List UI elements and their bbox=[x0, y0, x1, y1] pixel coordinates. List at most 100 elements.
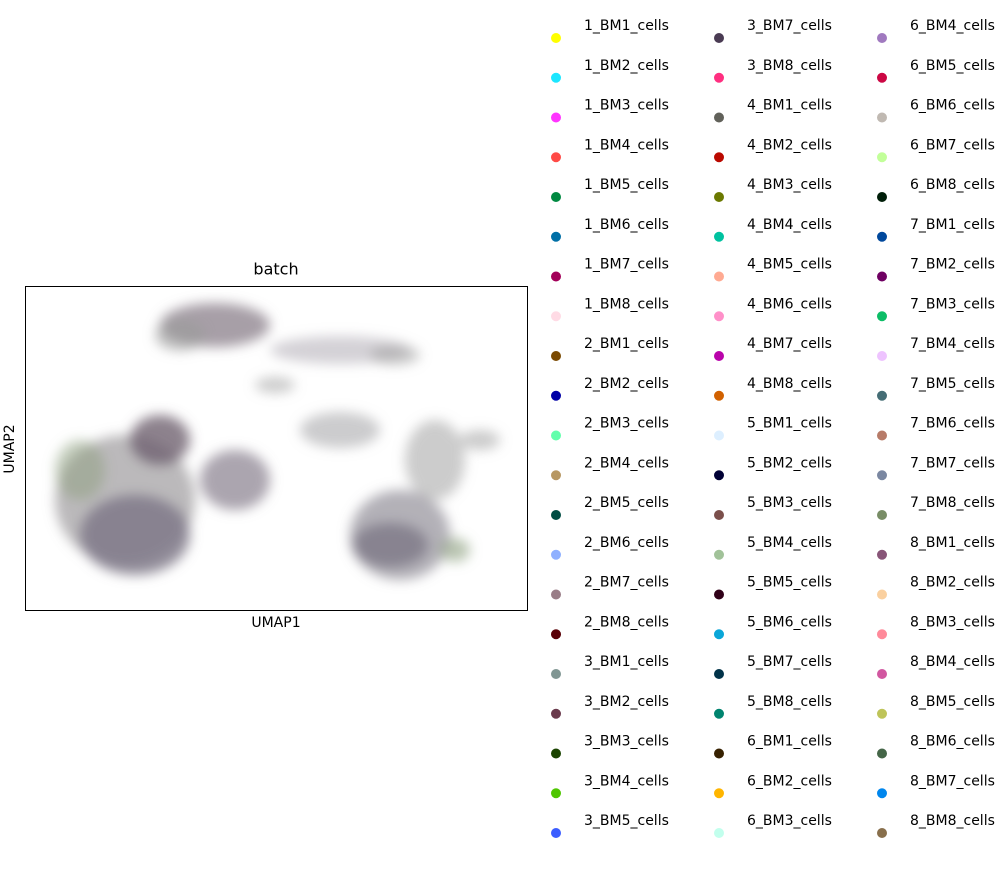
legend-swatch bbox=[877, 470, 887, 481]
legend-label: 6_BM6_cells bbox=[910, 98, 995, 114]
legend-label: 7_BM2_cells bbox=[910, 257, 995, 273]
legend-label: 3_BM5_cells bbox=[584, 813, 669, 829]
legend-label: 3_BM2_cells bbox=[584, 694, 669, 710]
legend-swatch bbox=[551, 828, 561, 838]
legend-swatch bbox=[714, 351, 724, 361]
legend-label: 4_BM1_cells bbox=[747, 98, 832, 114]
legend-swatch bbox=[714, 390, 724, 401]
legend-swatch bbox=[714, 828, 724, 838]
legend-label: 7_BM4_cells bbox=[910, 336, 995, 352]
plot-frame bbox=[25, 286, 528, 611]
legend-swatch bbox=[551, 708, 561, 719]
legend-swatch bbox=[877, 669, 887, 679]
chart-title: batch bbox=[253, 260, 298, 279]
legend-label: 8_BM1_cells bbox=[910, 535, 995, 551]
legend-label: 2_BM2_cells bbox=[584, 376, 669, 392]
legend-label: 1_BM6_cells bbox=[584, 217, 669, 233]
legend-swatch bbox=[877, 192, 887, 202]
legend-swatch bbox=[877, 231, 887, 242]
legend-swatch bbox=[551, 33, 561, 43]
legend-label: 8_BM5_cells bbox=[910, 694, 995, 710]
legend-swatch bbox=[551, 231, 561, 242]
legend-label: 7_BM8_cells bbox=[910, 495, 995, 511]
y-axis-label: UMAP2 bbox=[2, 424, 18, 473]
legend-label: 5_BM7_cells bbox=[747, 654, 832, 670]
legend-swatch bbox=[877, 510, 887, 520]
legend-label: 6_BM1_cells bbox=[747, 734, 832, 750]
x-axis-label: UMAP1 bbox=[251, 615, 300, 631]
legend-swatch bbox=[877, 708, 887, 719]
legend-label: 1_BM4_cells bbox=[584, 137, 669, 153]
legend-label: 4_BM5_cells bbox=[747, 257, 832, 273]
legend-label: 2_BM7_cells bbox=[584, 575, 669, 591]
legend-label: 2_BM3_cells bbox=[584, 416, 669, 432]
legend-swatch bbox=[551, 271, 561, 282]
legend-swatch bbox=[551, 112, 561, 123]
legend-swatch bbox=[714, 152, 724, 163]
legend-swatch bbox=[714, 788, 724, 799]
legend-swatch bbox=[714, 708, 724, 719]
legend-swatch bbox=[714, 589, 724, 600]
legend-swatch bbox=[877, 390, 887, 401]
legend-label: 7_BM5_cells bbox=[910, 376, 995, 392]
legend-swatch bbox=[714, 231, 724, 242]
legend-label: 3_BM1_cells bbox=[584, 654, 669, 670]
legend-swatch bbox=[551, 470, 561, 481]
legend-label: 4_BM8_cells bbox=[747, 376, 832, 392]
legend-label: 6_BM5_cells bbox=[910, 58, 995, 74]
legend-label: 5_BM5_cells bbox=[747, 575, 832, 591]
legend-swatch bbox=[877, 828, 887, 838]
legend-label: 1_BM5_cells bbox=[584, 177, 669, 193]
legend-swatch bbox=[551, 311, 561, 322]
legend-swatch bbox=[877, 271, 887, 282]
legend-label: 1_BM2_cells bbox=[584, 58, 669, 74]
legend-label: 6_BM4_cells bbox=[910, 18, 995, 34]
legend-label: 7_BM7_cells bbox=[910, 455, 995, 471]
legend-label: 2_BM8_cells bbox=[584, 614, 669, 630]
legend-label: 1_BM8_cells bbox=[584, 296, 669, 312]
legend-label: 8_BM4_cells bbox=[910, 654, 995, 670]
legend-label: 2_BM4_cells bbox=[584, 455, 669, 471]
legend-swatch bbox=[551, 788, 561, 799]
legend-label: 4_BM2_cells bbox=[747, 137, 832, 153]
legend-swatch bbox=[714, 192, 724, 202]
legend-label: 4_BM7_cells bbox=[747, 336, 832, 352]
legend-swatch bbox=[551, 430, 561, 441]
legend-swatch bbox=[877, 589, 887, 600]
legend-swatch bbox=[714, 510, 724, 520]
legend-label: 7_BM3_cells bbox=[910, 296, 995, 312]
legend-label: 4_BM6_cells bbox=[747, 296, 832, 312]
legend-label: 5_BM8_cells bbox=[747, 694, 832, 710]
legend-swatch bbox=[714, 748, 724, 759]
legend-label: 3_BM8_cells bbox=[747, 58, 832, 74]
legend-label: 5_BM4_cells bbox=[747, 535, 832, 551]
legend-swatch bbox=[714, 430, 724, 441]
legend-swatch bbox=[714, 271, 724, 282]
legend-swatch bbox=[551, 748, 561, 759]
legend-label: 1_BM1_cells bbox=[584, 18, 669, 34]
legend-swatch bbox=[877, 152, 887, 163]
legend-label: 3_BM4_cells bbox=[584, 773, 669, 789]
legend-swatch bbox=[877, 788, 887, 799]
legend-label: 7_BM1_cells bbox=[910, 217, 995, 233]
legend-swatch bbox=[551, 549, 561, 560]
legend-label: 5_BM6_cells bbox=[747, 614, 832, 630]
legend-label: 6_BM8_cells bbox=[910, 177, 995, 193]
legend-swatch bbox=[714, 33, 724, 43]
legend-swatch bbox=[877, 33, 887, 43]
legend-label: 2_BM5_cells bbox=[584, 495, 669, 511]
legend-swatch bbox=[877, 351, 887, 361]
legend-label: 8_BM8_cells bbox=[910, 813, 995, 829]
legend-swatch bbox=[714, 629, 724, 640]
legend-swatch bbox=[877, 72, 887, 83]
legend-label: 8_BM6_cells bbox=[910, 734, 995, 750]
legend-swatch bbox=[714, 112, 724, 123]
legend-swatch bbox=[551, 390, 561, 401]
legend-swatch bbox=[877, 748, 887, 759]
legend-label: 1_BM3_cells bbox=[584, 98, 669, 114]
legend-swatch bbox=[551, 72, 561, 83]
legend-swatch bbox=[877, 311, 887, 322]
legend-swatch bbox=[714, 311, 724, 322]
legend-label: 8_BM2_cells bbox=[910, 575, 995, 591]
